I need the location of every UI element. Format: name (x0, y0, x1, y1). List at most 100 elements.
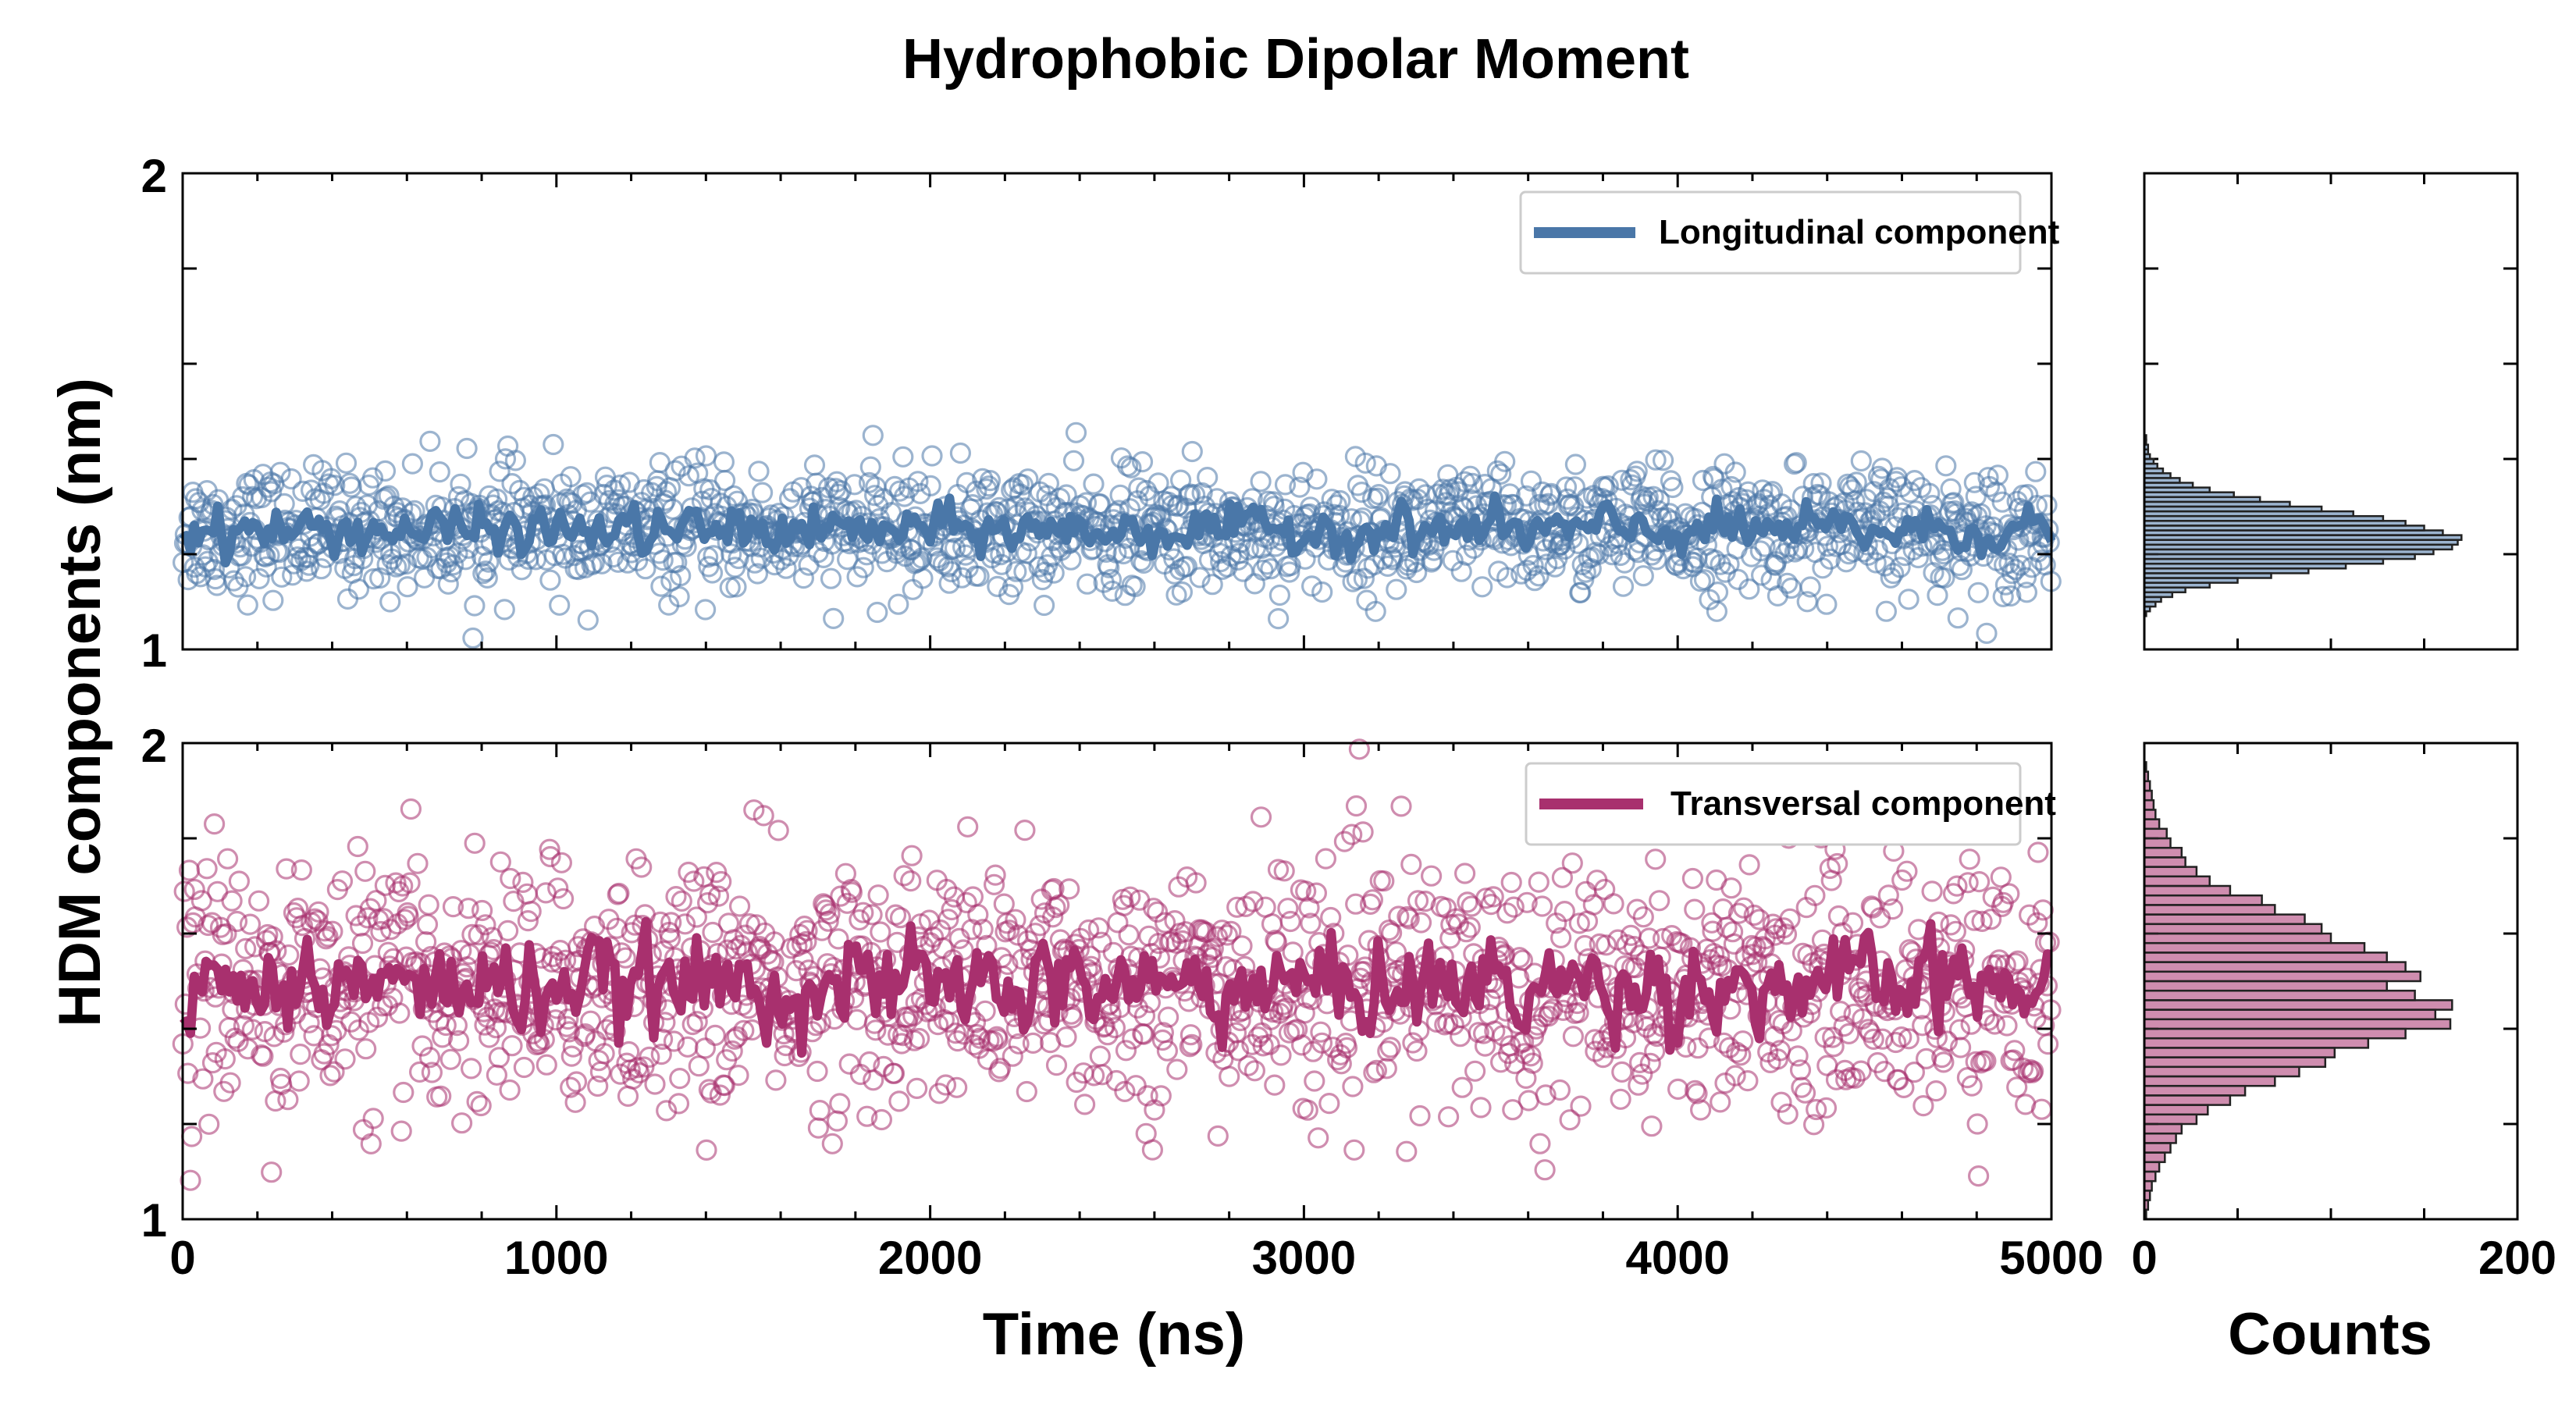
histogram-bar (2143, 1142, 2172, 1154)
data-point (351, 932, 374, 955)
data-point (564, 1091, 586, 1113)
data-point (1361, 889, 1384, 911)
data-point (967, 904, 989, 926)
data-point (1290, 1034, 1313, 1056)
data-point (401, 453, 424, 475)
data-point (1379, 463, 1401, 485)
data-point (345, 496, 367, 518)
data-point (1998, 883, 2020, 905)
data-point (1570, 582, 1592, 603)
data-point (1178, 991, 1200, 1012)
data-point (710, 870, 732, 893)
data-point (591, 553, 613, 574)
data-point (418, 894, 439, 916)
data-point (865, 1019, 887, 1041)
data-point (1996, 1015, 2018, 1037)
data-point (1268, 584, 1291, 606)
data-point (1354, 452, 1376, 474)
data-point (1564, 476, 1586, 498)
data-point (1311, 581, 1333, 603)
data-point (1610, 1088, 1631, 1110)
data-point (557, 1008, 579, 1030)
data-point (1139, 991, 1162, 1014)
data-point (669, 1067, 691, 1090)
data-point (549, 594, 571, 616)
data-point (947, 1030, 969, 1052)
data-point (235, 566, 257, 588)
data-point (1641, 1115, 1663, 1137)
data-point (331, 870, 354, 892)
data-point (1975, 1050, 1997, 1072)
data-point (222, 570, 244, 592)
data-point (1400, 853, 1422, 876)
data-point (987, 1028, 1009, 1051)
data-point (1164, 909, 1186, 932)
data-point (1701, 912, 1723, 934)
data-point (686, 1011, 708, 1033)
data-point (180, 1169, 201, 1191)
data-point (1181, 440, 1203, 463)
histogram-bar (2143, 1094, 2232, 1106)
data-point (421, 1062, 443, 1083)
data-point (334, 1048, 356, 1070)
data-point (728, 895, 751, 917)
histogram-bar (2143, 1161, 2161, 1173)
data-point (1060, 549, 1082, 571)
data-point (1919, 482, 1941, 504)
data-point (861, 904, 883, 926)
data-point (1250, 806, 1272, 828)
data-point (290, 1043, 311, 1065)
data-point (1496, 902, 1518, 924)
data-point (190, 890, 212, 912)
data-point (1211, 919, 1233, 941)
data-point (979, 469, 1002, 492)
data-point (1447, 913, 1470, 935)
data-point (1777, 572, 1799, 594)
data-point (1810, 472, 1832, 494)
data-point (1961, 501, 1983, 523)
data-point (1202, 937, 1224, 959)
data-point (1075, 492, 1098, 514)
data-point (1016, 1080, 1037, 1103)
data-point (1521, 1052, 1543, 1074)
data-point (949, 442, 972, 464)
data-point (1352, 821, 1374, 843)
data-point (733, 1019, 755, 1041)
data-point (1406, 1040, 1428, 1062)
data-point (1337, 944, 1359, 966)
data-point (1146, 901, 1169, 923)
data-point (437, 573, 459, 595)
data-point (775, 557, 797, 579)
histogram-bar (2143, 1151, 2166, 1164)
data-point (439, 1048, 461, 1070)
data-point (1277, 898, 1299, 919)
data-point (1865, 552, 1887, 574)
data-point (1940, 478, 1962, 500)
data-point (1181, 1033, 1203, 1055)
histogram-bar (2143, 1037, 2370, 1049)
histogram-bar (2143, 846, 2183, 859)
data-point (827, 928, 849, 950)
data-point (430, 1085, 452, 1107)
data-point (1459, 916, 1481, 938)
data-point (335, 452, 358, 474)
hist-x-tick-labels: 0 200 (2131, 1232, 2556, 1284)
data-point (1875, 600, 1897, 622)
data-point (1482, 886, 1504, 908)
data-point (520, 900, 542, 923)
data-point (1767, 1048, 1788, 1070)
data-point (494, 448, 517, 470)
data-point (650, 1043, 672, 1065)
data-point (696, 1139, 717, 1161)
data-point (1628, 1074, 1649, 1096)
data-point (404, 500, 425, 521)
data-point (354, 860, 376, 882)
data-point (1083, 473, 1105, 495)
data-point (1042, 906, 1064, 928)
data-point (1062, 450, 1085, 471)
data-point (239, 913, 262, 935)
data-point (774, 1044, 795, 1067)
data-point (1005, 560, 1027, 582)
data-point (694, 599, 717, 621)
data-point (1005, 495, 1026, 518)
